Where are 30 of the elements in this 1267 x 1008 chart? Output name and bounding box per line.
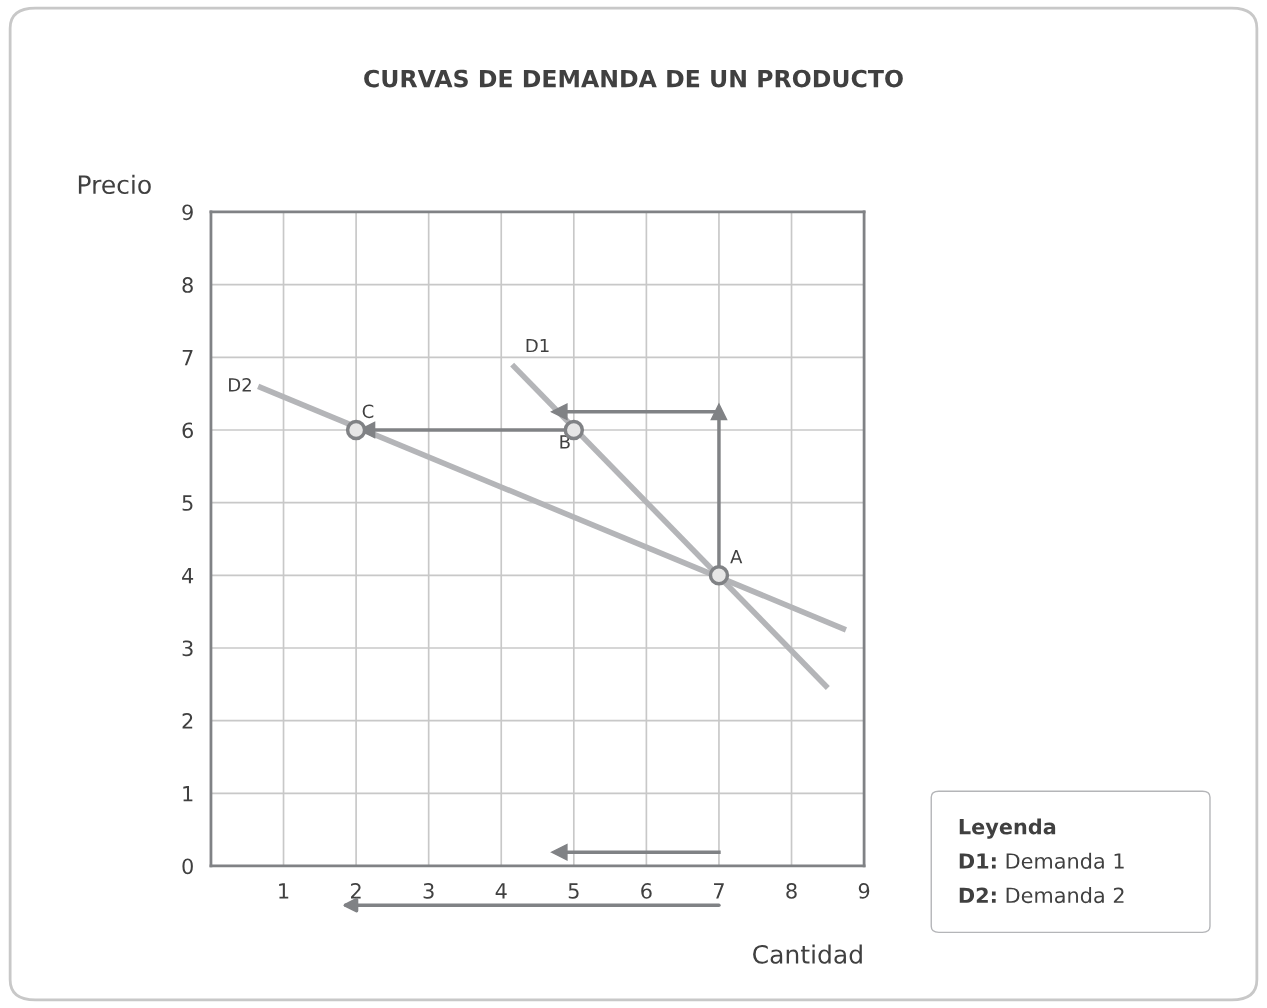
chart-title: CURVAS DE DEMANDA DE UN PRODUCTO [364,69,903,88]
annotation: A [730,550,743,564]
series-label: D1 [526,338,549,353]
y-axis-title: Precio [78,174,151,195]
x-tick-label: 1 [279,883,289,899]
x-tick-label: 4 [495,883,507,899]
text: D2: Demanda 2 [959,887,1124,904]
annotation: C [362,404,374,419]
y-tick-label: 1 [183,786,193,802]
y-tick-label: 9 [182,204,193,221]
y-tick-label: 3 [182,640,193,657]
y-tick-label: 0 [182,858,193,875]
y-tick-label: 2 [182,713,193,729]
x-tick-label: 3 [423,883,434,899]
text: D1: Demanda 1 [959,852,1124,869]
y-tick-label: 4 [182,568,194,584]
x-tick-label: 2 [351,883,361,899]
y-tick-label: 7 [182,350,193,366]
x-tick-label: 8 [786,883,797,899]
y-tick-label: 8 [182,277,193,293]
annotation: B [560,435,570,449]
text: Leyenda [959,818,1056,839]
x-tick-label: 6 [641,883,652,899]
x-tick-label: 7 [714,883,724,899]
x-tick-label: 5 [568,883,579,899]
series-label: D2 [229,377,251,392]
y-tick-label: 5 [182,495,193,511]
x-tick-label: 9 [858,883,870,899]
x-axis-title: Cantidad [753,944,862,964]
y-tick-label: 6 [182,422,193,439]
